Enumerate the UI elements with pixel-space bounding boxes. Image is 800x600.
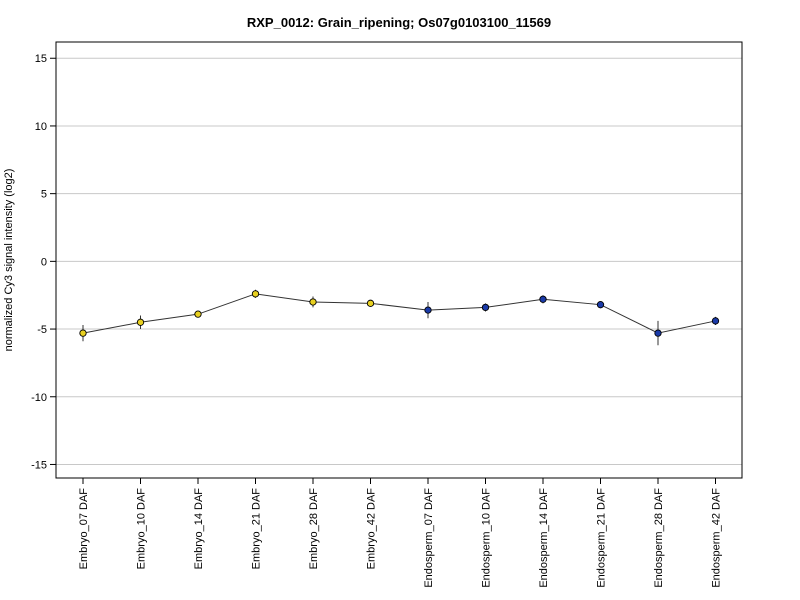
x-tick-label: Embryo_10 DAF [136,488,148,570]
data-point [79,329,87,337]
y-tick-label: -15 [31,459,47,471]
data-point [711,317,720,325]
plot-frame [55,41,743,479]
y-axis: -15 -10 -5 0 5 10 15 [31,53,56,471]
y-tick-label: -5 [37,324,47,336]
data-point [596,301,605,309]
y-tick-label: 5 [41,189,47,201]
x-tick-label: Endosperm_42 DAF [711,488,723,588]
data-point [366,299,375,307]
x-tick-label: Embryo_21 DAF [251,488,263,570]
y-axis-label: normalized Cy3 signal intensity (log2) [3,169,15,352]
data-point [136,318,145,326]
x-tick-label: Embryo_07 DAF [78,488,90,570]
x-tick-label: Embryo_42 DAF [366,488,378,570]
x-tick-label: Endosperm_10 DAF [481,488,493,588]
x-tick-label: Endosperm_28 DAF [653,488,665,588]
x-axis: Embryo_07 DAF Embryo_10 DAF Embryo_14 DAF E… [78,478,723,588]
x-tick-label: Endosperm_07 DAF [423,488,435,588]
data-point [194,310,202,318]
data-point [309,298,317,306]
x-tick-label: Embryo_28 DAF [308,488,320,570]
data-point [481,303,490,312]
grid [56,57,742,465]
data-point [654,329,662,337]
y-tick-label: 15 [35,53,47,65]
y-tick-label: 10 [35,121,47,133]
y-tick-label: -10 [31,392,47,404]
series-line [82,293,716,334]
chart-title: RXP_0012: Grain_ripening; Os07g0103100_1… [247,15,551,30]
x-tick-label: Endosperm_21 DAF [596,488,608,588]
x-tick-label: Endosperm_14 DAF [538,488,550,588]
data-point [539,295,547,303]
x-tick-label: Embryo_14 DAF [193,488,205,570]
series [79,289,720,346]
data-point [251,290,260,298]
data-point [424,306,432,314]
y-tick-label: 0 [41,256,47,268]
